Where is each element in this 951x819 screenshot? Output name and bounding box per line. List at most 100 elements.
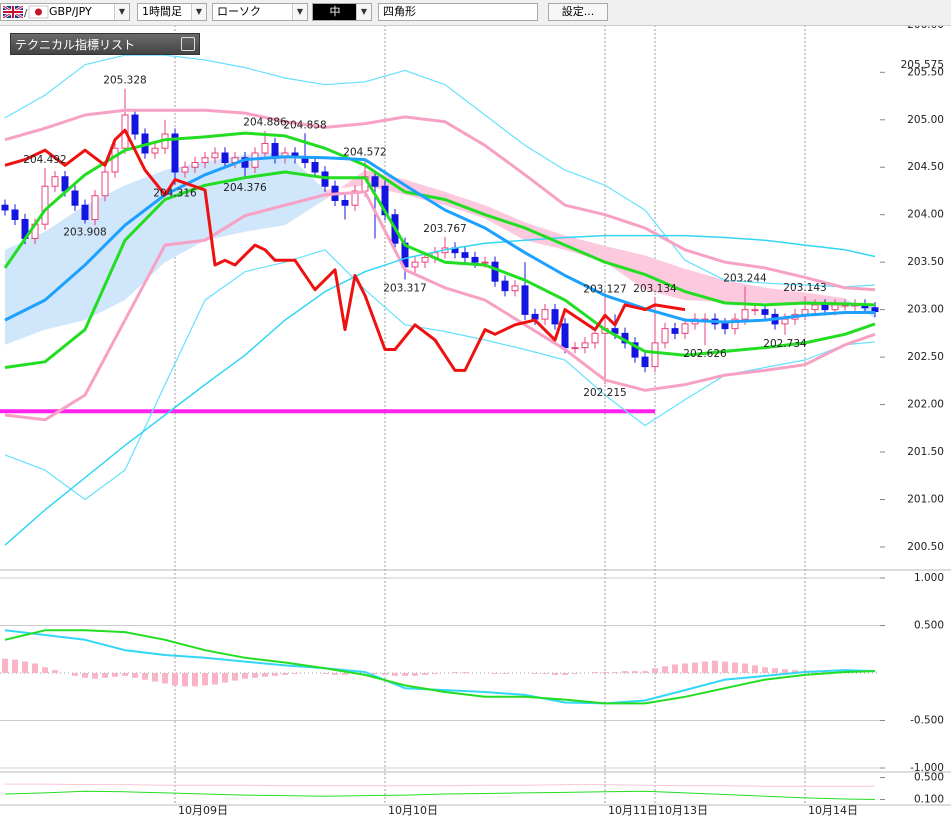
indicator-list-button[interactable]: テクニカル指標リスト: [10, 33, 200, 55]
histogram-bar: [382, 673, 388, 675]
cloud: [845, 298, 875, 319]
histogram-bar: [52, 670, 58, 673]
candle-body: [191, 161, 199, 168]
cloud: [645, 255, 685, 301]
cloud: [285, 152, 325, 226]
settings-button[interactable]: 設定...: [548, 3, 608, 21]
histogram-bar: [692, 662, 698, 673]
price-label: 202.734: [763, 338, 807, 350]
background: [0, 25, 951, 819]
histogram-bar: [342, 673, 348, 675]
candle-body: [421, 256, 429, 263]
indicator-line: [4, 629, 876, 705]
candle-body: [781, 318, 789, 325]
svg-text:/: /: [24, 8, 28, 19]
indicator-line: [4, 155, 875, 324]
panel: [4, 783, 876, 800]
candle-body: [561, 323, 569, 349]
histogram-bar: [412, 673, 418, 676]
candle-body: [261, 143, 269, 154]
panel: [0, 629, 880, 705]
y-tick-label: 201.00: [907, 493, 944, 505]
shape-field[interactable]: 四角形: [378, 3, 538, 21]
y-tick-label: 0.100: [914, 794, 944, 806]
histogram-bar: [392, 673, 398, 676]
y-tick-label: 205.50: [907, 66, 944, 78]
chart-type: ローソク: [217, 5, 261, 18]
candle-body: [51, 176, 59, 187]
histogram-bar: [452, 672, 458, 673]
price-label: 203.317: [383, 283, 426, 295]
y-tick-label: 200.50: [907, 541, 944, 553]
cloud: [205, 154, 245, 241]
line-weight-select[interactable]: 中 ▼: [312, 3, 372, 21]
histogram-bar: [502, 673, 508, 674]
histogram-bar: [672, 664, 678, 673]
indicator-line: [3, 131, 876, 307]
histogram-bar: [552, 673, 558, 675]
histogram-bar: [792, 670, 798, 673]
histogram-bar: [242, 673, 248, 679]
cloud: [45, 205, 85, 330]
indicator-line: [4, 190, 876, 422]
histogram-bar: [652, 668, 658, 673]
histogram-bar: [282, 673, 288, 675]
cloud: [765, 287, 805, 305]
histogram-bar: [752, 665, 758, 673]
histogram-bar: [2, 658, 8, 673]
price-label: 202.215: [583, 387, 626, 399]
histogram-bar: [32, 663, 38, 673]
histogram-bar: [402, 673, 408, 676]
candle-body: [731, 318, 739, 330]
histogram-bar: [212, 673, 218, 685]
toolbar: / GBP/JPY ▼ 1時間足 ▼ ローソク ▼ 中 ▼ 四角形 設定...: [0, 0, 951, 26]
x-tick-label: 10月14日: [808, 804, 858, 817]
x-tick-label: 10月13日: [658, 804, 708, 817]
y-tick-label: -1.000: [910, 762, 944, 774]
price-label: 204.858: [283, 119, 326, 131]
histogram-bar: [712, 660, 718, 673]
histogram-bar: [152, 673, 158, 682]
candle-body: [201, 157, 209, 163]
indicator-line: [4, 234, 876, 546]
histogram-bar: [272, 673, 278, 676]
candle-body: [151, 147, 159, 154]
x-tick-label: 10月10日: [388, 804, 438, 817]
histogram-bar: [322, 673, 328, 674]
indicator-line: [4, 790, 876, 800]
y-tick-label: 1.000: [914, 572, 944, 584]
cloud: [565, 235, 605, 263]
histogram-bar: [592, 672, 598, 673]
y-tick-label: -0.500: [910, 715, 944, 727]
histogram-bar: [162, 673, 168, 684]
histogram-bar: [782, 669, 788, 673]
candle-body: [11, 209, 19, 220]
histogram-bar: [602, 672, 608, 673]
histogram-bar: [662, 666, 668, 673]
histogram-bar: [532, 673, 538, 674]
candle-body: [1, 204, 9, 211]
x-tick-label: 10月11日: [608, 804, 658, 817]
price-label: 204.572: [343, 146, 386, 158]
candle-body: [461, 252, 469, 258]
candle-body: [91, 195, 99, 220]
histogram-bar: [422, 673, 428, 675]
candle-body: [651, 342, 659, 368]
histogram-bar: [732, 662, 738, 673]
candle-body: [41, 185, 49, 225]
price-label: 204.376: [223, 182, 267, 194]
timeframe-select[interactable]: 1時間足 ▼: [137, 3, 207, 21]
histogram-bar: [542, 673, 548, 674]
chart-type-select[interactable]: ローソク ▼: [212, 3, 308, 21]
candle-body: [511, 285, 519, 292]
symbol-select[interactable]: / GBP/JPY ▼: [0, 3, 130, 21]
candle-body: [501, 280, 509, 292]
candle-body: [671, 328, 679, 334]
candle-body: [341, 199, 349, 206]
histogram-bar: [702, 661, 708, 673]
candle-body: [751, 309, 759, 312]
histogram-bar: [182, 673, 188, 687]
candle-body: [821, 304, 829, 311]
candle-body: [311, 161, 319, 173]
